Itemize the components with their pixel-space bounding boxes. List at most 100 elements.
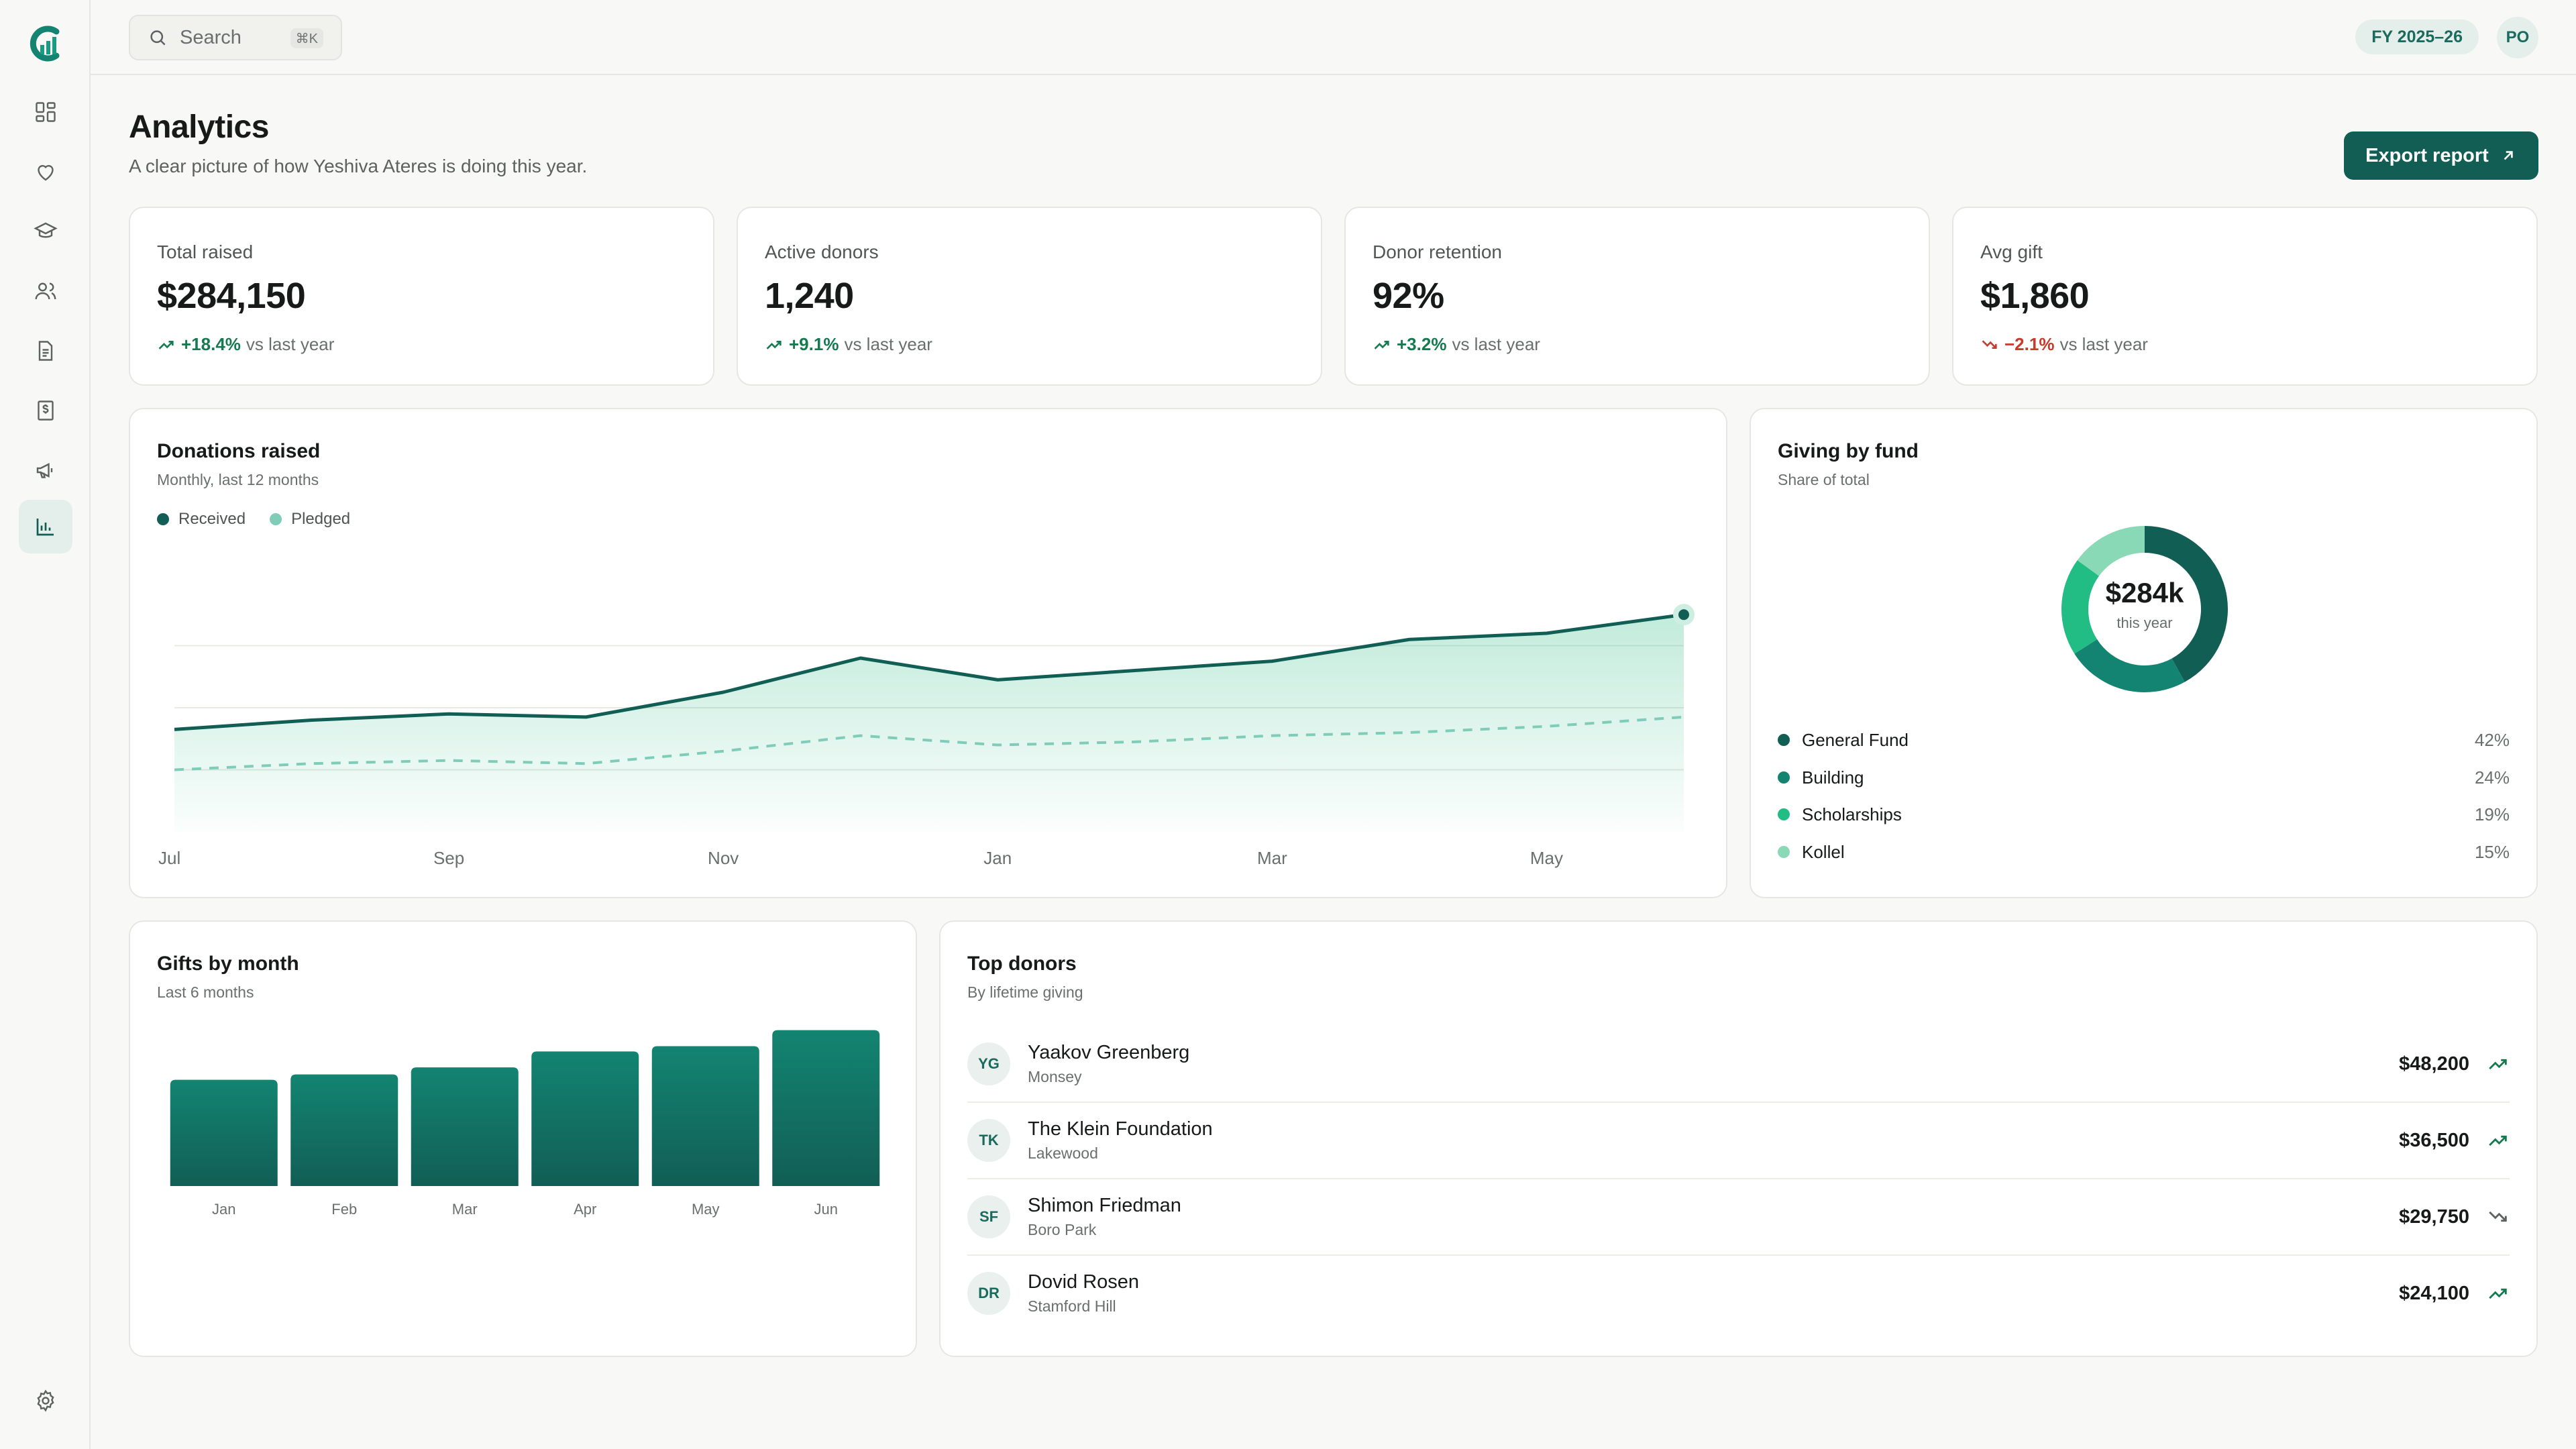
- x-tick-label: Nov: [708, 848, 739, 868]
- card-title: Top donors: [967, 953, 1077, 975]
- bar: [411, 1067, 519, 1186]
- donor-amount: $48,200: [2399, 1053, 2469, 1075]
- card-title: Giving by fund: [1778, 440, 1919, 462]
- x-tick-label: May: [692, 1201, 720, 1218]
- donut-hole: [2089, 553, 2200, 665]
- donor-avatar: YG: [967, 1042, 1010, 1085]
- fund-row-building: Building 24%: [1778, 764, 2510, 791]
- logo-icon[interactable]: [27, 22, 64, 65]
- kpi-change-suffix: vs last year: [246, 334, 335, 354]
- fund-pct: 15%: [2474, 841, 2510, 862]
- kpi-card-avg-gift: Avg gift $1,860 −2.1% vs last year: [1952, 207, 2538, 386]
- chart-legend: Received Pledged: [157, 510, 350, 529]
- nav-dashboard[interactable]: [19, 85, 72, 139]
- donations-area-chart: Jul Sep Nov Jan Mar May: [158, 604, 1695, 868]
- trend-up-icon: [2489, 1059, 2507, 1070]
- fund-dot: [1778, 734, 1790, 746]
- nav-donors[interactable]: [19, 264, 72, 318]
- donor-row[interactable]: YG Yaakov Greenberg Monsey $48,200: [967, 1026, 2510, 1102]
- trend-up-icon: [2489, 1135, 2507, 1146]
- fund-row-general: General Fund 42%: [1778, 727, 2510, 753]
- donut-slice: [2144, 526, 2228, 682]
- fund-name: Kollel: [1802, 841, 1845, 862]
- donor-row[interactable]: TK The Klein Foundation Lakewood $36,500: [967, 1102, 2510, 1179]
- donor-avatar: SF: [967, 1195, 1010, 1238]
- nav-invoices[interactable]: [19, 384, 72, 437]
- page-subtitle: A clear picture of how Yeshiva Ateres is…: [129, 156, 588, 176]
- bar: [772, 1030, 880, 1186]
- x-tick-label: Jan: [983, 848, 1012, 868]
- bar: [290, 1074, 398, 1186]
- donut-slice: [2061, 560, 2100, 654]
- giving-by-fund-card: Giving by fund Share of total $284k this…: [1750, 408, 2538, 898]
- card-title: Gifts by month: [157, 953, 299, 975]
- nav-analytics[interactable]: [19, 500, 72, 553]
- x-tick-label: Apr: [574, 1201, 596, 1218]
- donations-chart-card: Donations raised Monthly, last 12 months…: [129, 408, 1727, 898]
- kpi-value: 1,240: [765, 276, 854, 316]
- bar: [531, 1051, 639, 1186]
- nav-documents[interactable]: [19, 324, 72, 378]
- fund-pct: 24%: [2474, 767, 2510, 788]
- kpi-change-value: +18.4%: [181, 334, 241, 354]
- kpi-change: −2.1% vs last year: [1980, 334, 2148, 355]
- donut-center-label: this year: [2116, 614, 2172, 631]
- search-input[interactable]: Search ⌘K: [129, 15, 342, 60]
- topbar: Search ⌘K FY 2025–26 PO: [91, 0, 2576, 75]
- donor-name: Shimon Friedman: [1028, 1195, 1181, 1216]
- nav-campaigns[interactable]: [19, 443, 72, 497]
- bar: [170, 1079, 278, 1186]
- nav-settings[interactable]: [19, 1374, 72, 1428]
- x-tick-label: May: [1530, 848, 1563, 868]
- nav-donations[interactable]: [19, 145, 72, 199]
- fiscal-year-selector[interactable]: FY 2025–26: [2355, 19, 2479, 54]
- legend-item-received: Received: [157, 510, 246, 529]
- divider: [967, 1102, 2510, 1103]
- export-report-label: Export report: [2365, 144, 2489, 166]
- users-icon: [35, 282, 56, 300]
- donor-row[interactable]: SF Shimon Friedman Boro Park $29,750: [967, 1179, 2510, 1255]
- fund-row-scholarships: Scholarships 19%: [1778, 801, 2510, 828]
- donor-avatar: DR: [967, 1272, 1010, 1315]
- legend-item-pledged: Pledged: [270, 510, 350, 529]
- donor-amount: $24,100: [2399, 1282, 2469, 1304]
- kpi-value: 92%: [1373, 276, 1444, 316]
- trend-up-icon: [2489, 1288, 2507, 1299]
- trend-up-icon: [1374, 340, 1389, 350]
- graduation-cap-icon: [34, 222, 58, 238]
- donor-name: Yaakov Greenberg: [1028, 1042, 1190, 1063]
- pledged-line: [174, 715, 1684, 771]
- x-tick-label: Feb: [331, 1201, 357, 1218]
- kpi-card-donor-retention: Donor retention 92% +3.2% vs last year: [1344, 207, 1930, 386]
- kpi-card-active-donors: Active donors 1,240 +9.1% vs last year: [737, 207, 1322, 386]
- donor-location: Monsey: [1028, 1068, 1082, 1085]
- user-avatar[interactable]: PO: [2497, 17, 2538, 58]
- export-report-button[interactable]: Export report: [2344, 131, 2538, 180]
- kpi-change-value: +3.2%: [1397, 334, 1447, 354]
- donor-location: Lakewood: [1028, 1144, 1098, 1162]
- arrow-up-right-icon: [2504, 151, 2513, 160]
- donor-row[interactable]: DR Dovid Rosen Stamford Hill $24,100: [967, 1255, 2510, 1332]
- trend-up-icon: [158, 340, 174, 350]
- nav-students[interactable]: [19, 205, 72, 258]
- kpi-label: Active donors: [765, 241, 879, 262]
- fund-dot: [1778, 771, 1790, 784]
- donor-location: Boro Park: [1028, 1221, 1097, 1238]
- kpi-label: Avg gift: [1980, 241, 2043, 262]
- bar: [651, 1046, 759, 1186]
- received-area: [174, 614, 1684, 832]
- kpi-change: +9.1% vs last year: [765, 334, 932, 355]
- invoice-icon: [38, 400, 54, 421]
- card-subtitle: Monthly, last 12 months: [157, 471, 319, 488]
- kpi-change: +3.2% vs last year: [1373, 334, 1540, 355]
- x-tick-label: Mar: [1257, 848, 1287, 868]
- kpi-change: +18.4% vs last year: [157, 334, 334, 355]
- fund-name: Building: [1802, 767, 1864, 788]
- search-icon: [150, 30, 166, 46]
- donor-amount: $29,750: [2399, 1205, 2469, 1228]
- fund-name: Scholarships: [1802, 804, 1902, 824]
- kpi-change-suffix: vs last year: [1452, 334, 1540, 354]
- x-tick-label: Mar: [452, 1201, 478, 1218]
- fund-name: General Fund: [1802, 729, 1909, 750]
- card-subtitle: Share of total: [1778, 471, 1870, 488]
